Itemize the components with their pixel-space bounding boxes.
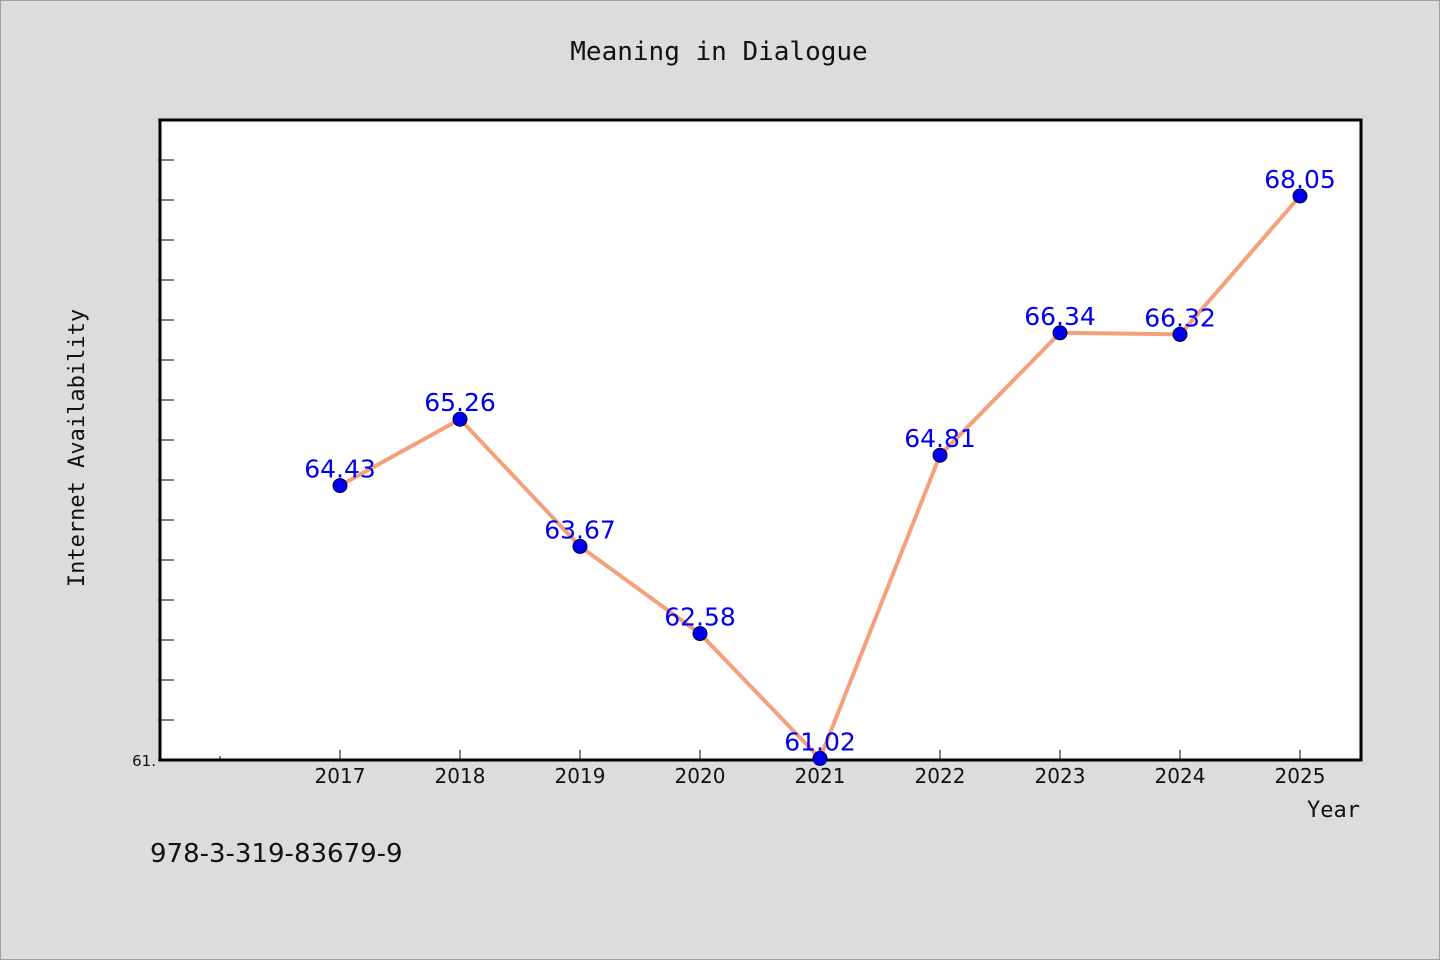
y-axis-label: Internet Availability xyxy=(65,309,90,587)
x-tick-label: 2020 xyxy=(675,764,726,788)
y-tick-label: 61. xyxy=(132,752,156,770)
chart-title: Meaning in Dialogue xyxy=(570,37,867,67)
x-tick-label: 2022 xyxy=(915,764,966,788)
x-tick-label: 2024 xyxy=(1155,764,1206,788)
x-tick-label: 2023 xyxy=(1035,764,1086,788)
x-tick-label: 2018 xyxy=(435,764,486,788)
x-tick-label: 2025 xyxy=(1275,764,1326,788)
data-point xyxy=(1292,188,1308,204)
data-point xyxy=(692,626,708,642)
isbn-footnote: 978-3-319-83679-9 xyxy=(150,839,403,869)
data-point xyxy=(932,447,948,463)
x-axis-label: Year xyxy=(1307,798,1360,823)
data-point xyxy=(1172,326,1188,342)
x-tick-label: 2021 xyxy=(795,764,846,788)
x-tick-label: 2019 xyxy=(555,764,606,788)
x-tick-label: 2017 xyxy=(315,764,366,788)
data-point xyxy=(452,411,468,427)
data-point xyxy=(572,538,588,554)
y-axis-ticks: 61. xyxy=(132,119,174,770)
x-axis-ticks: 2017 2018 2019 2020 2021 2022 2023 2024 2025 xyxy=(219,750,1326,788)
plot-area xyxy=(158,118,1363,762)
data-point xyxy=(332,478,348,494)
data-point xyxy=(812,750,828,766)
data-point xyxy=(1052,325,1068,341)
